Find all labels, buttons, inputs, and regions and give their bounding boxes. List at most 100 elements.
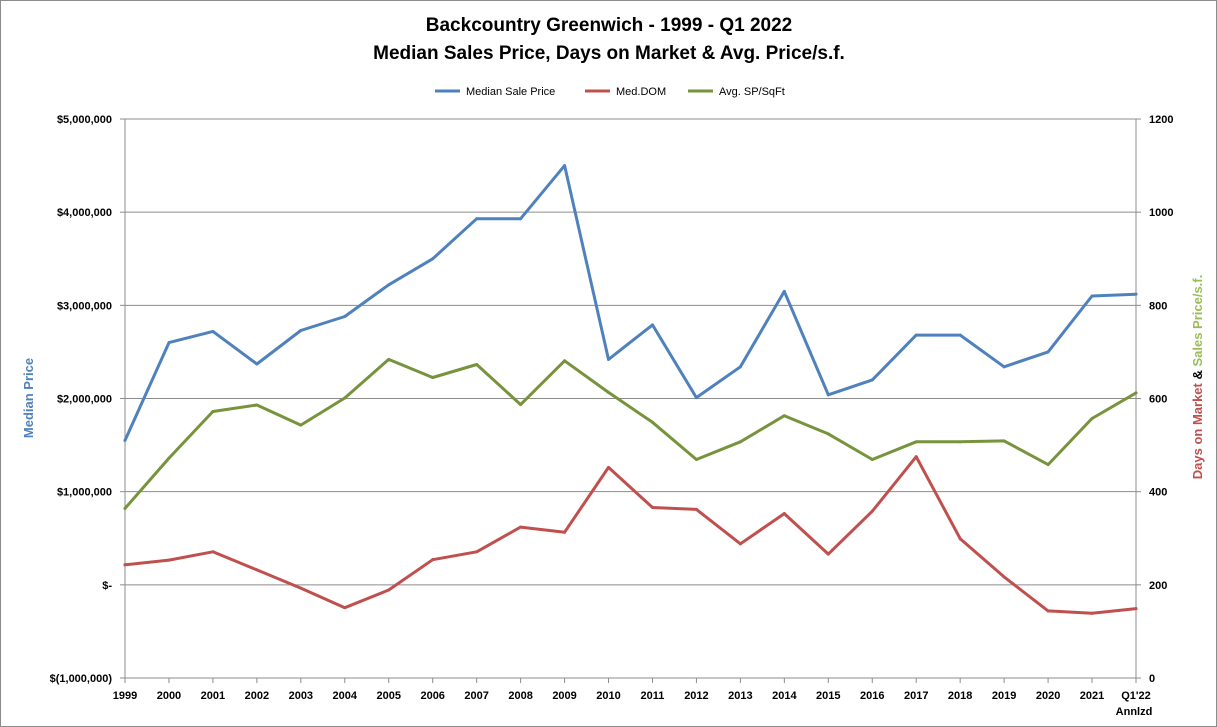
data-point [650,420,654,424]
data-point [738,440,742,444]
data-point [914,333,918,337]
data-point [738,365,742,369]
data-point [607,357,611,361]
x-tick-label: 2002 [245,690,269,702]
data-point [431,257,435,261]
data-point [1002,439,1006,443]
data-point [607,465,611,469]
data-point [914,440,918,444]
data-point [167,456,171,460]
x-tick-label: 2014 [772,690,797,702]
legend-label: Med.DOM [616,86,666,98]
data-point [563,164,567,168]
chart-title-line: Backcountry Greenwich - 1999 - Q1 2022 [426,15,792,36]
x-tick-label: Q1'22 [1121,690,1151,702]
right-axis-title-part: Sales Price/s.f. [1190,275,1205,367]
data-point [343,606,347,610]
right-axis-title-part: & [1190,367,1205,380]
data-point [255,568,259,572]
data-point [1090,294,1094,298]
right-tick-label: 0 [1149,673,1155,685]
x-tick-label: 2012 [684,690,708,702]
data-point [1046,609,1050,613]
data-point [870,509,874,513]
data-point [826,552,830,556]
data-point [958,537,962,541]
data-point [694,458,698,462]
x-tick-label: 2019 [992,690,1016,702]
series-line [123,357,1138,510]
x-tick-label: 2016 [860,690,884,702]
left-tick-label: $4,000,000 [57,207,112,219]
gridlines [125,118,1136,679]
data-point [1090,611,1094,615]
data-point [870,378,874,382]
x-tick-label: 2013 [728,690,752,702]
data-point [1046,463,1050,467]
data-point [1090,417,1094,421]
x-tick-label: 2007 [464,690,488,702]
data-point [431,558,435,562]
left-tick-label: $- [102,580,112,592]
data-point [519,525,523,529]
x-tick-label: 2015 [816,690,840,702]
left-tick-label: $1,000,000 [57,487,112,499]
x-tick-label: 2003 [289,690,313,702]
data-point [475,550,479,554]
series-line [123,455,1138,615]
data-point [387,588,391,592]
data-point [519,403,523,407]
data-point [211,550,215,554]
left-tick-label: $(1,000,000) [50,673,113,685]
data-point [299,328,303,332]
data-point [343,315,347,319]
x-tick-label: 2005 [376,690,400,702]
x-tick-label: 2008 [508,690,532,702]
x-tick-label: 2020 [1036,690,1060,702]
legend-label: Median Sale Price [466,86,555,98]
data-point [694,396,698,400]
data-point [211,329,215,333]
data-point [694,507,698,511]
data-point [299,423,303,427]
data-point [123,506,127,510]
data-point [650,323,654,327]
right-axis-title: Days on Market & Sales Price/s.f. [1190,275,1205,479]
data-point [167,558,171,562]
data-point [650,506,654,510]
data-point [1134,607,1138,611]
data-point [255,403,259,407]
data-point [1134,391,1138,395]
right-axis-title-part: Days on Market [1190,380,1205,480]
right-tick-label: 1000 [1149,207,1173,219]
data-point [255,362,259,366]
data-point [782,512,786,516]
data-point [563,359,567,363]
right-tick-label: 600 [1149,394,1167,406]
data-point [782,289,786,293]
x-axis-ticks: 1999 2000 2001 2002 2003 2004 2005 2006 2007 2008… [113,678,1152,718]
data-point [343,396,347,400]
right-tick-label: 800 [1149,300,1167,312]
x-tick-label: 2000 [157,690,181,702]
series-line [123,164,1138,442]
data-point [782,414,786,418]
chart-title: Backcountry Greenwich - 1999 - Q1 2022 Me… [373,15,845,64]
x-tick-label: 2011 [641,690,665,702]
data-point [387,283,391,287]
left-tick-label: $2,000,000 [57,394,112,406]
data-point [211,410,215,414]
data-point [167,341,171,345]
data-point [563,530,567,534]
left-tick-label: $5,000,000 [57,114,112,126]
x-tick-label: 2018 [948,690,972,702]
series-lines [123,164,1138,615]
right-tick-label: 200 [1149,580,1167,592]
data-point [475,362,479,366]
data-point [870,458,874,462]
data-point [958,440,962,444]
data-point [123,438,127,442]
chart-title-line: Median Sales Price, Days on Market & Avg… [373,43,845,64]
